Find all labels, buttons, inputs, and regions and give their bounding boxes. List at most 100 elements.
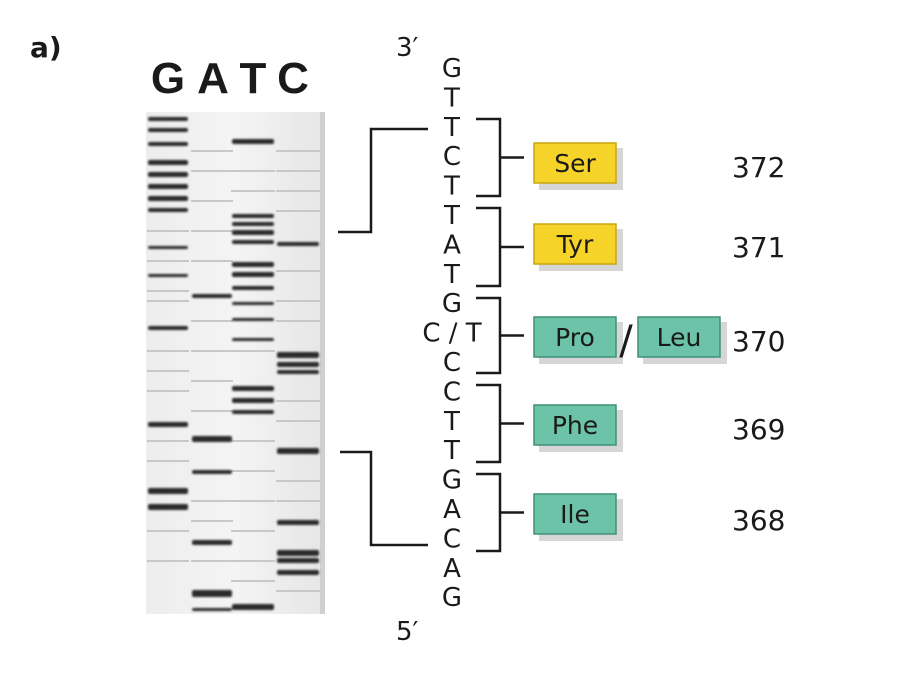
codon-brackets <box>476 117 524 553</box>
gel-band <box>277 370 319 374</box>
connector-lower <box>340 450 428 547</box>
panel-label: a) <box>30 31 62 64</box>
gel-faint-band <box>191 500 233 502</box>
gel-faint-band <box>191 560 233 562</box>
gel-band <box>232 286 274 290</box>
sequence-base: T <box>443 172 460 202</box>
gel-band <box>232 272 274 277</box>
end-label-5prime: 5′ <box>396 617 419 647</box>
aa-box-leu <box>637 316 721 358</box>
gel-band <box>232 240 274 244</box>
gel-faint-band <box>231 580 275 582</box>
aa-box-tyr <box>533 223 617 265</box>
sequence-base: T <box>443 113 460 143</box>
gel-faint-band <box>276 500 320 502</box>
codon-bracket <box>476 206 502 288</box>
gel-band <box>232 386 274 391</box>
gel-band <box>148 488 188 494</box>
gel-faint-band <box>231 530 275 532</box>
sequence-base: C <box>443 377 461 407</box>
aa-box-ser <box>533 142 617 184</box>
aa-box-pro <box>533 316 617 358</box>
gel-band <box>192 608 232 611</box>
gel-faint-band <box>191 520 233 522</box>
gel-faint-band <box>231 470 275 472</box>
position-368: 368 <box>732 504 785 537</box>
codon-bracket <box>476 472 502 553</box>
position-371: 371 <box>732 231 785 264</box>
sequencing-gel <box>146 112 325 614</box>
gel-band <box>232 604 274 610</box>
sequence-base: T <box>443 201 460 231</box>
gel-faint-band <box>147 440 189 442</box>
amino-acid-labels: Ser 372 Tyr 371 Pro / Leu 370 Phe 369 <box>533 142 785 541</box>
sequence-base: A <box>443 495 461 525</box>
gel-band <box>192 590 232 597</box>
gel-faint-band <box>147 530 189 532</box>
gel-band <box>232 230 274 235</box>
lane-labels: G A T C <box>151 54 309 103</box>
gel-faint-band <box>276 320 320 322</box>
gel-faint-band <box>231 190 275 192</box>
gel-faint-band <box>147 560 189 562</box>
gel-faint-band <box>276 480 320 482</box>
gel-band <box>277 558 319 563</box>
codon-368: Ile 368 <box>533 493 785 541</box>
position-370: 370 <box>732 325 785 358</box>
aa-label-ser: Ser <box>554 149 596 178</box>
gel-edge <box>320 112 325 614</box>
gel-band <box>277 352 319 358</box>
aa-separator: / <box>619 318 633 364</box>
position-372: 372 <box>732 151 785 184</box>
gel-faint-band <box>191 410 233 412</box>
gel-band <box>277 362 319 367</box>
sequence-base: G <box>442 54 462 84</box>
gel-faint-band <box>276 420 320 422</box>
gel-faint-band <box>191 320 233 322</box>
faint-bands <box>147 150 320 592</box>
gel-band <box>148 142 188 146</box>
gel-faint-band <box>276 400 320 402</box>
codon-bracket <box>476 117 502 198</box>
sequence-base: T <box>443 436 460 466</box>
gel-faint-band <box>147 230 189 232</box>
gel-faint-band <box>191 380 233 382</box>
codon-372: Ser 372 <box>533 142 785 190</box>
gel-faint-band <box>276 300 320 302</box>
gel-band <box>232 262 274 267</box>
gel-band <box>277 242 319 246</box>
gel-faint-band <box>191 200 233 202</box>
gel-band <box>232 338 274 341</box>
gel-faint-band <box>276 590 320 592</box>
sequence-base: T <box>443 260 460 290</box>
gel-band <box>232 139 274 144</box>
gel-faint-band <box>276 270 320 272</box>
gel-faint-band <box>231 170 275 172</box>
aa-box-ile <box>533 493 617 535</box>
gel-band <box>148 246 188 249</box>
sequence-base: A <box>443 554 461 584</box>
gel-faint-band <box>191 350 233 352</box>
sequence-base: C <box>443 524 461 554</box>
gel-faint-band <box>276 190 320 192</box>
end-label-3prime: 3′ <box>396 33 419 63</box>
gel-faint-band <box>147 350 189 352</box>
gel-faint-band <box>231 350 275 352</box>
aa-box-phe <box>533 404 617 446</box>
gel-faint-band <box>147 390 189 392</box>
gel-bands <box>148 117 319 611</box>
gel-band <box>232 302 274 305</box>
codon-369: Phe 369 <box>533 404 785 452</box>
gel-band <box>148 128 188 132</box>
gel-band <box>192 470 232 474</box>
gel-faint-band <box>147 300 189 302</box>
gel-band <box>232 318 274 321</box>
gel-band <box>148 274 188 277</box>
gel-faint-band <box>231 500 275 502</box>
gel-band <box>232 222 274 226</box>
gel-band <box>148 184 188 189</box>
gel-band <box>192 294 232 298</box>
gel-band <box>148 422 188 427</box>
gel-faint-band <box>191 170 233 172</box>
sequence-base: G <box>442 466 462 496</box>
